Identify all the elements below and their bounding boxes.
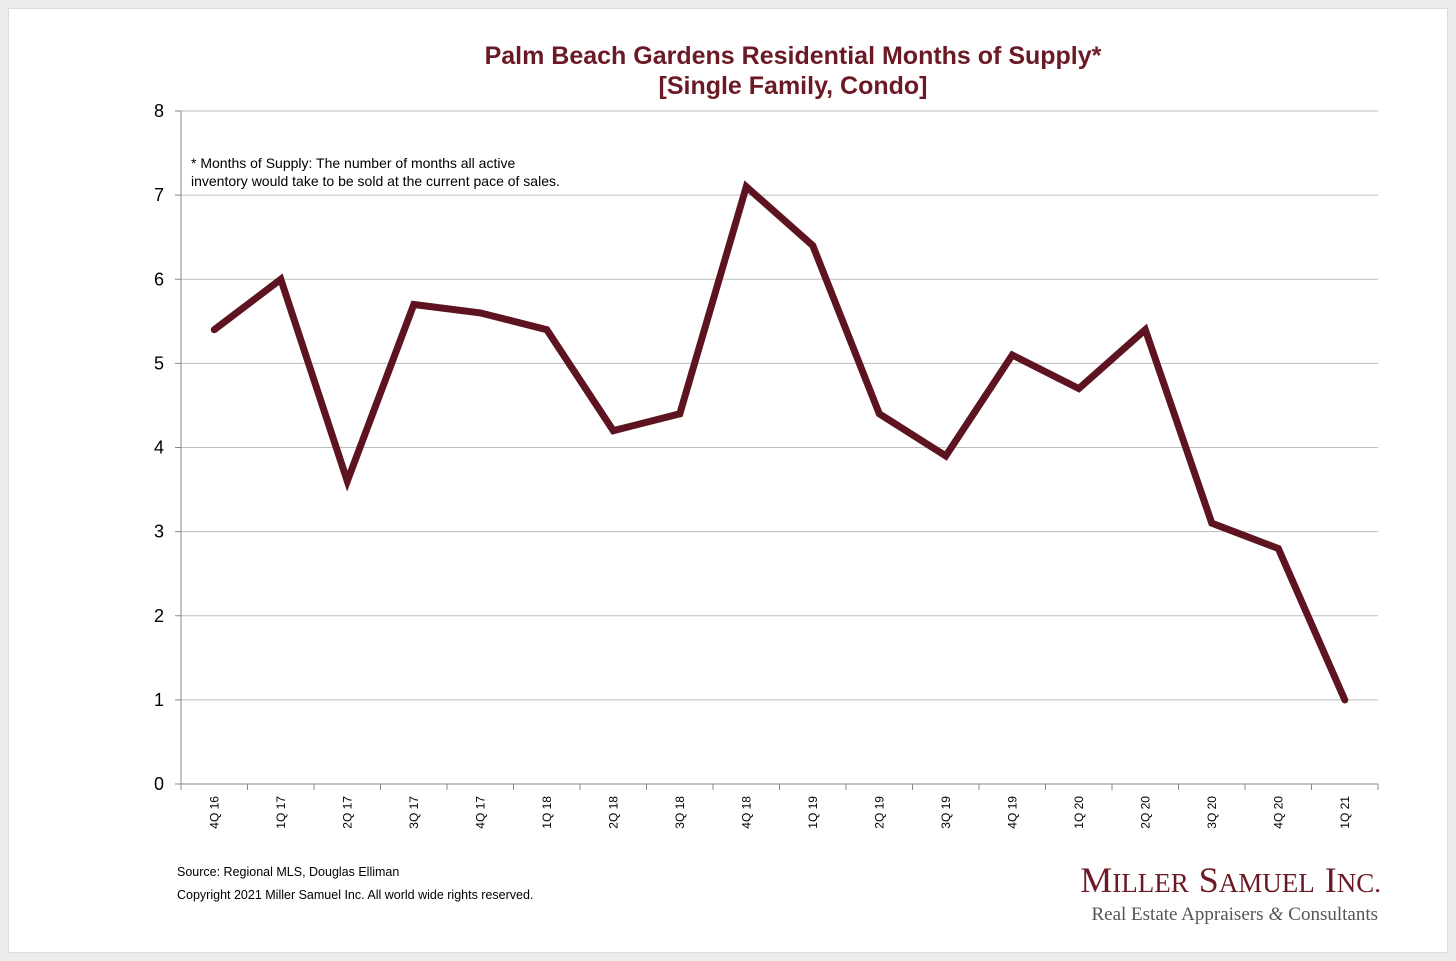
x-tick-label-1q-17: 1Q 17 — [274, 796, 288, 829]
x-tick-label-2q-17: 2Q 17 — [340, 796, 354, 829]
data-point-4q-16 — [213, 329, 215, 331]
y-tick-label-2: 2 — [154, 606, 164, 626]
x-tick-label-2q-20: 2Q 20 — [1138, 796, 1152, 829]
x-tick-label-3q-20: 3Q 20 — [1205, 796, 1219, 829]
x-tick-label-1q-21: 1Q 21 — [1338, 796, 1352, 829]
y-tick-label-0: 0 — [154, 774, 164, 794]
x-tick-label-2q-19: 2Q 19 — [872, 796, 886, 829]
y-tick-label-6: 6 — [154, 269, 164, 289]
y-tick-label-3: 3 — [154, 522, 164, 542]
x-tick-label-1q-19: 1Q 19 — [806, 796, 820, 829]
series-line-0 — [210, 180, 1349, 704]
y-tick-label-1: 1 — [154, 690, 164, 710]
series-layer — [210, 180, 1349, 704]
x-tick-label-1q-18: 1Q 18 — [540, 796, 554, 829]
x-tick-label-4q-19: 4Q 19 — [1005, 796, 1019, 829]
data-point-2q-19 — [878, 413, 880, 415]
data-point-4q-17 — [479, 312, 481, 314]
data-point-4q-20 — [1277, 547, 1279, 549]
y-tick-label-8: 8 — [154, 101, 164, 121]
data-point-1q-18 — [546, 329, 548, 331]
brand-logo-name: MILLER SAMUEL INC. — [1080, 860, 1381, 900]
x-tick-label-4q-17: 4Q 17 — [473, 796, 487, 829]
y-tick-labels: 0 1 2 3 4 5 6 7 8 — [154, 101, 164, 794]
x-tick-label-2q-18: 2Q 18 — [606, 796, 620, 829]
data-point-3q-17 — [413, 303, 415, 305]
data-point-1q-17 — [280, 278, 282, 280]
gridlines — [181, 110, 1378, 701]
data-point-2q-18 — [612, 430, 614, 432]
brand-tagline: Real Estate Appraisers & Consultants — [1091, 904, 1378, 925]
axes — [175, 110, 1379, 790]
x-tick-label-4q-16: 4Q 16 — [207, 796, 221, 829]
chart-subtitle: [Single Family, Condo] — [659, 72, 928, 100]
y-tick-label-4: 4 — [154, 438, 164, 458]
chart-frame — [8, 8, 1448, 953]
data-point-3q-18 — [679, 413, 681, 415]
x-tick-label-4q-20: 4Q 20 — [1271, 796, 1285, 829]
footnote-line-1: * Months of Supply: The number of months… — [191, 155, 515, 171]
chart-title: Palm Beach Gardens Residential Months of… — [485, 42, 1102, 70]
x-tick-label-4q-18: 4Q 18 — [739, 796, 753, 829]
x-tick-label-3q-19: 3Q 19 — [939, 796, 953, 829]
y-tick-label-7: 7 — [154, 185, 164, 205]
source-note: Source: Regional MLS, Douglas Elliman — [177, 865, 399, 879]
x-tick-label-3q-18: 3Q 18 — [673, 796, 687, 829]
y-tick-label-5: 5 — [154, 353, 164, 373]
data-point-4q-19 — [1011, 354, 1013, 356]
x-tick-label-3q-17: 3Q 17 — [407, 796, 421, 829]
data-point-3q-19 — [945, 455, 947, 457]
x-tick-label-1q-20: 1Q 20 — [1072, 796, 1086, 829]
data-point-4q-18 — [745, 186, 747, 188]
data-point-1q-19 — [812, 245, 814, 247]
data-point-1q-20 — [1078, 388, 1080, 390]
data-point-1q-21 — [1344, 699, 1346, 701]
x-tick-labels: 4Q 16 1Q 17 2Q 17 3Q 17 4Q 17 1Q 18 2Q 18 3Q 18… — [207, 796, 1352, 829]
data-point-2q-17 — [346, 480, 348, 482]
data-point-3q-20 — [1211, 522, 1213, 524]
data-point-2q-20 — [1144, 329, 1146, 331]
copyright-note: Copyright 2021 Miller Samuel Inc. All wo… — [177, 888, 533, 902]
footnote-line-2: inventory would take to be sold at the c… — [191, 173, 560, 189]
